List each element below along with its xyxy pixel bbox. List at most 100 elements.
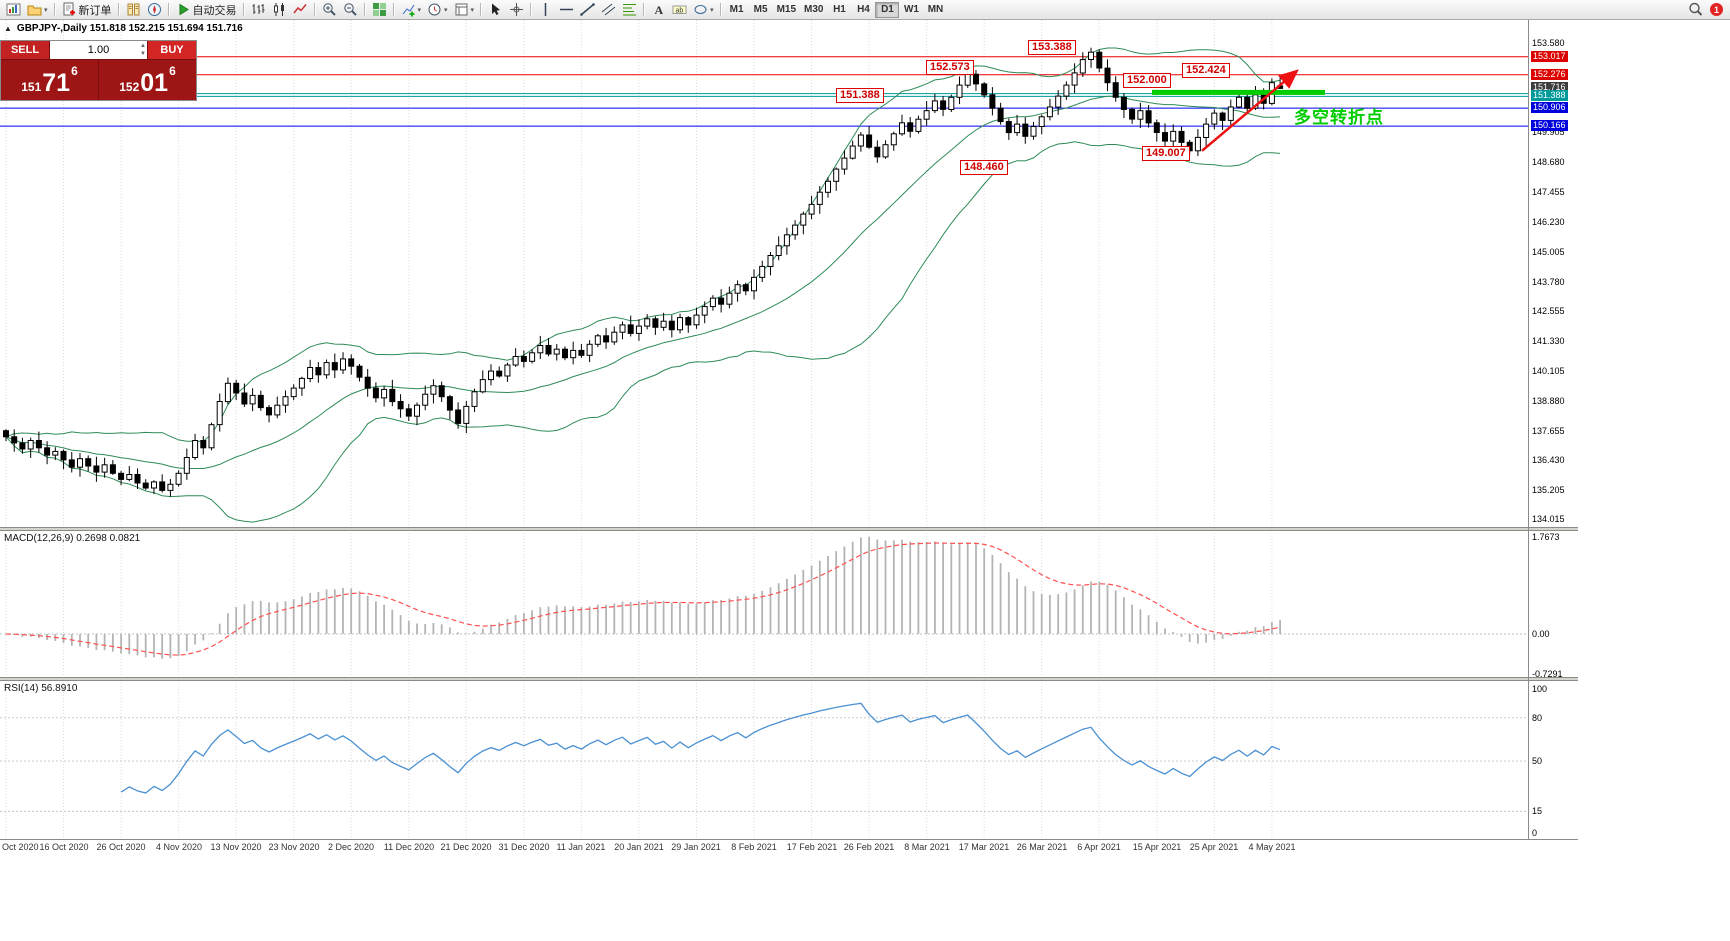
toolbar-separator — [392, 3, 395, 16]
crosshair-button[interactable] — [506, 1, 527, 18]
zoom-out-button[interactable] — [340, 1, 361, 18]
new-chart-icon — [6, 3, 21, 16]
new-chart-button[interactable] — [3, 1, 24, 18]
sell-price-pipette: 6 — [71, 64, 78, 78]
bar-chart-button[interactable] — [248, 1, 269, 18]
timeframe-MN-button[interactable]: MN — [923, 2, 947, 18]
buy-price[interactable]: 152 01 6 — [99, 60, 196, 100]
price-callout: 151.388 — [836, 88, 884, 103]
timeframe-M5-button[interactable]: M5 — [749, 2, 773, 18]
vline-icon — [544, 3, 547, 16]
price-tick: 138.880 — [1532, 396, 1565, 406]
lot-size-input[interactable]: 1.00 ▲ ▼ — [49, 41, 148, 59]
new-order-button-label: 新订单 — [78, 4, 112, 17]
search-button[interactable] — [1685, 1, 1706, 18]
chart-ohlc-header: GBPJPY-,Daily 151.818 152.215 151.694 15… — [16, 23, 243, 34]
arrows-button[interactable]: ▾ — [690, 1, 717, 18]
horizontal-line-button[interactable] — [556, 1, 577, 18]
panel-separator[interactable] — [0, 527, 1578, 531]
text-label-button[interactable]: ab — [669, 1, 690, 18]
lot-value: 1.00 — [87, 44, 110, 56]
rsi-scale-label: 100 — [1532, 684, 1548, 694]
fibonacci-icon — [623, 4, 637, 16]
cursor-button[interactable] — [485, 1, 506, 18]
price-callout: 152.424 — [1182, 63, 1230, 78]
timeframe-D1-button[interactable]: D1 — [875, 1, 900, 18]
clock-icon — [428, 3, 441, 16]
trendline-button[interactable] — [577, 1, 598, 18]
sell-button[interactable]: SELL — [1, 41, 49, 59]
hline-icon — [560, 8, 574, 11]
time-axis-label: 6 Apr 2021 — [1077, 842, 1121, 852]
autotrading-icon — [179, 3, 189, 16]
timeframe-W1-button[interactable]: W1 — [899, 2, 923, 18]
navigator-button[interactable] — [144, 1, 165, 18]
text-button[interactable]: A — [648, 1, 669, 18]
buy-button[interactable]: BUY — [148, 41, 196, 59]
one-click-toggle-icon[interactable]: ▲ — [4, 24, 12, 33]
chart-header: ▲ GBPJPY-,Daily 151.818 152.215 151.694 … — [4, 23, 243, 34]
tile-windows-button[interactable] — [369, 1, 390, 18]
navigator-icon — [147, 3, 161, 16]
autotrading-button[interactable]: 自动交易 — [173, 1, 240, 18]
price-scale[interactable]: 153.580 149.905 148.680 147.455 146.230 145.0… — [1530, 0, 1600, 941]
timeframe-H1-button[interactable]: H1 — [827, 2, 851, 18]
trendline-icon — [580, 3, 595, 16]
notification-badge[interactable]: 1 — [1710, 3, 1723, 16]
buy-price-prefix: 152 — [119, 80, 140, 94]
time-axis[interactable]: Oct 2020 16 Oct 2020 26 Oct 2020 4 Nov 2020… — [0, 842, 1528, 855]
spinner-up-icon[interactable]: ▲ — [140, 43, 146, 49]
time-axis-label: 13 Nov 2020 — [210, 842, 262, 852]
price-level-label: 150.166 — [1531, 120, 1568, 131]
chart-annotation-text: 多空转折点 — [1294, 108, 1384, 127]
panel-separator[interactable] — [0, 677, 1578, 681]
time-axis-label: 26 Mar 2021 — [1016, 842, 1068, 852]
line-chart-button[interactable] — [290, 1, 311, 18]
sell-price[interactable]: 151 71 6 — [1, 60, 99, 100]
market-watch-button[interactable] — [123, 1, 144, 18]
vertical-line-button[interactable] — [535, 1, 556, 18]
zoom-in-button[interactable] — [319, 1, 340, 18]
price-callout: 152.000 — [1123, 73, 1171, 88]
candlestick-chart-button[interactable] — [269, 1, 290, 18]
templates-button[interactable]: ▾ — [451, 1, 478, 18]
equidistant-channel-button[interactable] — [598, 1, 619, 18]
price-tick: 140.105 — [1532, 366, 1565, 376]
timeframe-M30-button[interactable]: M30 — [800, 2, 827, 18]
rsi-scale-label: 80 — [1532, 713, 1543, 723]
timeframe-M1-button[interactable]: M1 — [725, 2, 749, 18]
timeframe-H4-button[interactable]: H4 — [851, 2, 875, 18]
new-order-icon — [63, 2, 75, 16]
sell-price-big: 71 — [42, 69, 71, 97]
new-order-button[interactable]: 新订单 — [59, 1, 115, 18]
bar-chart-icon — [252, 4, 265, 14]
chart-profiles-button[interactable]: ▾ — [24, 1, 51, 18]
spinner-down-icon[interactable]: ▼ — [140, 51, 146, 57]
market-watch-icon — [127, 3, 140, 16]
time-axis-label: 11 Dec 2020 — [383, 842, 435, 852]
time-axis-label: 16 Oct 2020 — [39, 842, 89, 852]
toolbar-separator — [242, 3, 245, 16]
lot-spinner[interactable]: ▲ ▼ — [140, 42, 146, 58]
rsi-scale-label: 15 — [1532, 806, 1543, 816]
indicators-button[interactable]: ▾ — [398, 1, 425, 18]
toolbar-separator — [643, 3, 646, 16]
time-axis-label: 20 Jan 2021 — [614, 842, 664, 852]
fibonacci-button[interactable] — [619, 1, 640, 18]
rsi-indicator-label: RSI(14) 56.8910 — [4, 683, 78, 694]
profiles-icon — [27, 5, 42, 16]
periods-button[interactable]: ▾ — [424, 1, 451, 18]
macd-indicator-label: MACD(12,26,9) 0.2698 0.0821 — [4, 533, 141, 544]
timeframe-M15-button[interactable]: M15 — [773, 2, 800, 18]
price-tick: 143.780 — [1532, 277, 1565, 287]
price-scale-border — [1528, 20, 1529, 840]
price-tick: 137.655 — [1532, 426, 1565, 436]
time-axis-label: 26 Oct 2020 — [96, 842, 146, 852]
time-axis-label: 23 Nov 2020 — [268, 842, 320, 852]
price-level-label: 151.388 — [1531, 90, 1568, 101]
zoom-out-icon — [343, 3, 357, 16]
macd-scale-label: 0.00 — [1532, 629, 1550, 639]
toolbar-separator — [313, 3, 316, 16]
